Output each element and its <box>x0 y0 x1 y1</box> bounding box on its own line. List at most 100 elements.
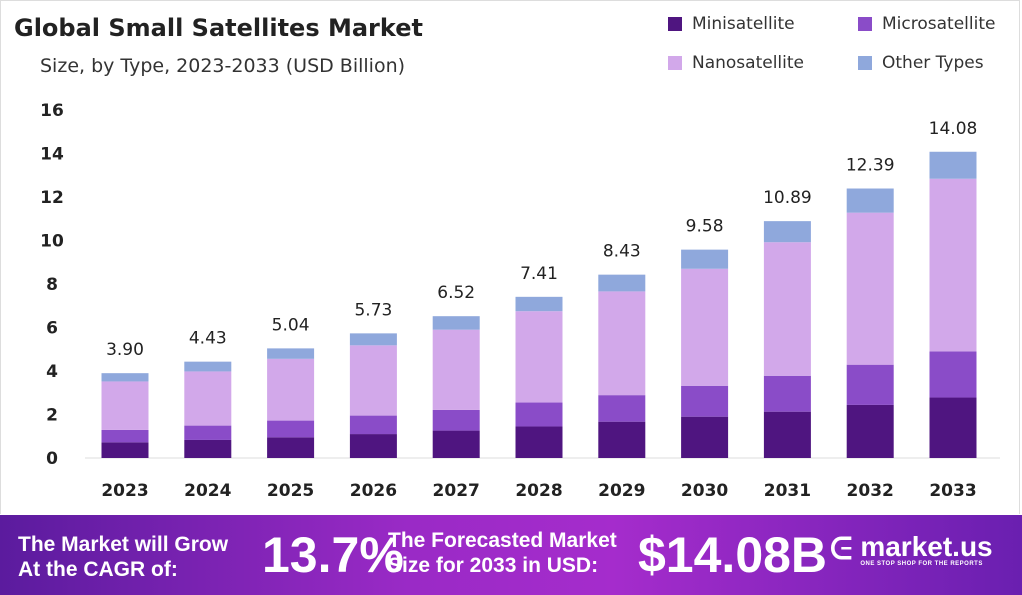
legend-label: Microsatellite <box>882 14 996 34</box>
stacked-bar-chart: 0 2 4 6 8 10 12 14 16 3.90 2023 4.43 2024 5.04 2025 5.7… <box>40 101 1000 501</box>
bar-segment-microsatellite <box>184 425 232 440</box>
bar-segment-minisatellite <box>515 426 563 458</box>
cagr-label-line2: At the CAGR of: <box>18 558 178 581</box>
legend-swatch <box>668 56 682 70</box>
bar-segment-minisatellite <box>598 421 646 458</box>
bar-segment-nanosatellite <box>184 371 232 426</box>
forecast-label-line2: Size for 2033 in USD: <box>388 554 599 577</box>
bar-segment-nanosatellite <box>598 291 646 396</box>
bar-segment-other-types <box>349 333 397 346</box>
legend-item-nanosatellite: Nanosatellite <box>668 53 804 73</box>
x-tick-label: 2032 <box>847 481 894 501</box>
bar-segment-microsatellite <box>432 409 480 431</box>
bar-segment-nanosatellite <box>846 212 894 365</box>
forecast-label-line1: The Forecasted Market <box>388 529 617 552</box>
bar-segment-minisatellite <box>267 437 315 458</box>
bar-segment-nanosatellite <box>929 178 977 352</box>
bar-segment-nanosatellite <box>515 311 563 403</box>
legend-item-other-types: Other Types <box>858 53 984 73</box>
bar-segment-minisatellite <box>349 434 397 458</box>
bar-segment-other-types <box>267 348 315 359</box>
y-tick-label: 0 <box>46 449 58 469</box>
bar-segment-nanosatellite <box>267 358 315 421</box>
y-tick-label: 4 <box>46 362 58 382</box>
cagr-label: The Market will Grow At the CAGR of: <box>18 532 228 582</box>
x-tick-label: 2029 <box>598 481 645 501</box>
bar-segment-other-types <box>515 296 563 312</box>
bar-segment-microsatellite <box>267 420 315 438</box>
bar-segment-other-types <box>763 221 811 243</box>
forecast-label: The Forecasted Market Size for 2033 in US… <box>388 528 617 578</box>
bar-segment-nanosatellite <box>763 242 811 376</box>
bar-segment-microsatellite <box>598 395 646 422</box>
y-tick-label: 16 <box>40 101 64 121</box>
x-tick-label: 2024 <box>184 481 231 501</box>
brand-name: market.us <box>860 531 993 562</box>
y-tick-label: 14 <box>40 145 64 165</box>
legend-swatch <box>858 56 872 70</box>
x-tick-label: 2028 <box>515 481 562 501</box>
brand-tagline: ONE STOP SHOP FOR THE REPORTS <box>860 561 983 567</box>
data-label: 5.73 <box>354 300 392 320</box>
data-label: 4.43 <box>189 329 227 349</box>
legend-swatch <box>858 17 872 31</box>
legend-item-minisatellite: Minisatellite <box>668 14 795 34</box>
legend-label: Other Types <box>882 53 984 73</box>
data-label: 6.52 <box>437 283 475 303</box>
bar-segment-microsatellite <box>681 385 729 417</box>
x-tick-label: 2025 <box>267 481 314 501</box>
bar-segment-other-types <box>846 188 894 213</box>
chart-subtitle: Size, by Type, 2023-2033 (USD Billion) <box>40 55 406 77</box>
y-tick-label: 2 <box>46 406 58 426</box>
chart-frame <box>0 0 1020 514</box>
data-label: 8.43 <box>603 242 641 262</box>
bar-segment-minisatellite <box>184 439 232 458</box>
bar-segment-minisatellite <box>432 430 480 458</box>
data-label: 9.58 <box>686 217 724 237</box>
x-tick-label: 2026 <box>350 481 397 501</box>
chart-title: Global Small Satellites Market <box>14 14 423 42</box>
bar-segment-nanosatellite <box>432 329 480 410</box>
cagr-label-line1: The Market will Grow <box>18 533 229 556</box>
bar-segment-microsatellite <box>349 415 397 435</box>
bar-segment-minisatellite <box>101 442 149 458</box>
y-tick-label: 8 <box>46 275 58 295</box>
x-tick-label: 2023 <box>101 481 148 501</box>
x-tick-label: 2030 <box>681 481 728 501</box>
bar-segment-minisatellite <box>929 397 977 458</box>
x-tick-label: 2031 <box>764 481 811 501</box>
data-label: 14.08 <box>929 119 978 139</box>
y-tick-label: 12 <box>40 188 64 208</box>
bar-segment-other-types <box>681 249 729 269</box>
data-label: 7.41 <box>520 264 558 284</box>
data-label: 5.04 <box>272 315 310 335</box>
summary-banner: The Market will Grow At the CAGR of: 13.7… <box>0 515 1022 595</box>
bar-segment-microsatellite <box>929 351 977 398</box>
bar-segment-other-types <box>432 316 480 330</box>
data-label: 12.39 <box>846 156 895 176</box>
x-tick-label: 2033 <box>929 481 976 501</box>
y-tick-label: 6 <box>46 319 58 339</box>
bar-segment-other-types <box>598 274 646 292</box>
data-label: 3.90 <box>106 340 144 360</box>
cagr-value: 13.7% <box>262 527 404 583</box>
legend-label: Minisatellite <box>692 14 795 34</box>
bar-segment-nanosatellite <box>101 381 149 430</box>
y-tick-label: 10 <box>40 232 64 252</box>
bar-segment-other-types <box>184 361 232 372</box>
forecast-value: $14.08B <box>638 527 828 583</box>
bar-segment-minisatellite <box>681 416 729 458</box>
bar-segment-microsatellite <box>763 375 811 412</box>
bar-segment-other-types <box>101 373 149 382</box>
bar-segment-minisatellite <box>846 404 894 458</box>
legend-label: Nanosatellite <box>692 53 805 73</box>
x-tick-label: 2027 <box>433 481 480 501</box>
legend-swatch <box>668 17 682 31</box>
bar-segment-nanosatellite <box>681 268 729 386</box>
bar-segment-nanosatellite <box>349 345 397 416</box>
bar-segment-microsatellite <box>846 364 894 405</box>
market-us-logo-icon: ᕮ <box>830 533 853 566</box>
brand-logo: ᕮ market.us ONE STOP SHOP FOR THE REPORTS <box>830 531 993 568</box>
bar-segment-minisatellite <box>763 411 811 458</box>
data-label: 10.89 <box>763 188 812 208</box>
